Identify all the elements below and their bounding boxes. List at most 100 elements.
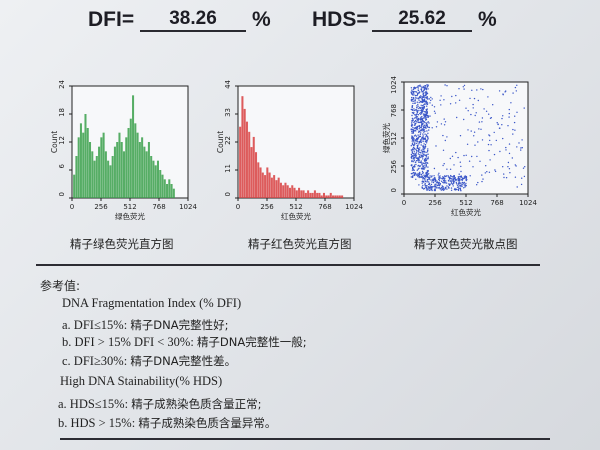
scatter-point: [412, 137, 414, 139]
scatter-point: [415, 109, 418, 111]
scatter-point: [426, 140, 428, 142]
scatter-point: [460, 176, 463, 178]
scatter-point: [429, 186, 431, 188]
scatter-point: [495, 139, 497, 142]
scatter-point: [480, 88, 482, 90]
scatter-point: [422, 140, 424, 143]
scatter-point: [487, 143, 490, 146]
scatter-point: [516, 111, 518, 113]
scatter-point: [463, 177, 466, 179]
scatter-point: [426, 122, 428, 124]
scatter-point: [423, 129, 425, 131]
scatter-point: [427, 138, 429, 140]
hds-item-a-text: 精子成熟染色质含量正常;: [131, 397, 262, 411]
scatter-point: [423, 138, 425, 141]
scatter-point: [422, 155, 424, 157]
scatter-point: [416, 94, 418, 97]
scatter-point: [497, 123, 499, 126]
scatter-point: [426, 158, 428, 160]
scatter-point: [456, 184, 459, 186]
scatter-point: [502, 166, 504, 168]
scatter-point: [414, 91, 416, 93]
scatter-point: [493, 153, 496, 156]
scatter-point: [466, 143, 469, 145]
scatter-point: [414, 102, 416, 104]
scatter-point: [523, 107, 525, 109]
scatter-point: [442, 181, 444, 184]
scatter-point: [514, 176, 517, 178]
scatter-x-tick-label: 512: [459, 199, 472, 207]
scatter-point: [417, 105, 419, 107]
scatter-point: [501, 117, 503, 120]
scatter-point: [427, 170, 429, 172]
scatter-point: [417, 103, 419, 106]
scatter-point: [427, 158, 429, 160]
green-histogram-bar: [95, 156, 98, 198]
red-histogram-bar: [300, 190, 303, 198]
scatter-point: [456, 186, 459, 188]
scatter-point: [440, 95, 442, 97]
scatter-point: [475, 112, 477, 114]
scatter-point: [455, 181, 457, 184]
scatter-point: [508, 143, 511, 145]
scatter-point: [424, 121, 426, 124]
scatter-point: [425, 124, 427, 127]
green-histogram-bar: [120, 142, 123, 198]
scatter-point: [422, 109, 424, 112]
scatter-point: [463, 181, 466, 184]
red-histogram-bar: [259, 167, 262, 198]
scatter-point: [425, 156, 428, 158]
scatter-point: [442, 176, 444, 178]
scatter-point: [426, 162, 428, 164]
scatter-point: [457, 188, 459, 191]
red-histogram-y-tick-label: 11: [224, 164, 232, 173]
green-histogram-bar: [73, 174, 76, 198]
scatter-point: [422, 158, 424, 160]
scatter-y-tick-label: 1024: [390, 75, 398, 93]
scatter-point: [423, 146, 425, 148]
scatter-point: [440, 189, 443, 191]
scatter-point: [471, 155, 473, 158]
scatter-point: [413, 172, 415, 174]
scatter-point: [423, 107, 425, 109]
scatter-point: [414, 97, 417, 99]
scatter-point: [470, 113, 472, 116]
scatter-point: [426, 84, 428, 86]
scatter-point: [507, 166, 509, 168]
scatter-point: [463, 88, 465, 90]
scatter-point: [426, 173, 429, 175]
scatter-point: [479, 160, 481, 162]
scatter-point: [463, 183, 465, 185]
scatter-point: [413, 111, 415, 114]
scatter-point: [420, 173, 423, 176]
scatter-point: [423, 100, 425, 102]
scatter-point: [419, 165, 422, 167]
scatter-point: [457, 183, 460, 185]
scatter-point: [416, 86, 418, 88]
green-histogram-y-tick-label: 12: [58, 136, 66, 145]
scatter-point: [424, 130, 426, 133]
red-histogram-bar: [284, 182, 287, 198]
scatter-point: [446, 188, 448, 190]
scatter-point: [412, 174, 414, 177]
scatter-point: [450, 189, 453, 191]
scatter-point: [425, 162, 427, 165]
scatter-point: [424, 179, 426, 181]
scatter-point: [444, 177, 446, 180]
scatter-point: [415, 91, 418, 93]
scatter-point: [418, 128, 420, 130]
scatter-point: [465, 182, 467, 185]
scatter-point: [411, 130, 413, 133]
green-histogram-bar: [75, 156, 78, 198]
scatter-point: [505, 146, 507, 149]
scatter-point: [448, 183, 451, 186]
scatter-point: [411, 135, 413, 137]
scatter-point: [458, 184, 460, 186]
scatter-point: [422, 139, 424, 141]
scatter-point: [422, 145, 424, 147]
scatter-point: [473, 131, 476, 133]
scatter-point: [450, 182, 453, 184]
scatter-point: [413, 159, 415, 162]
scatter-point: [439, 99, 441, 101]
scatter-point: [411, 169, 414, 171]
